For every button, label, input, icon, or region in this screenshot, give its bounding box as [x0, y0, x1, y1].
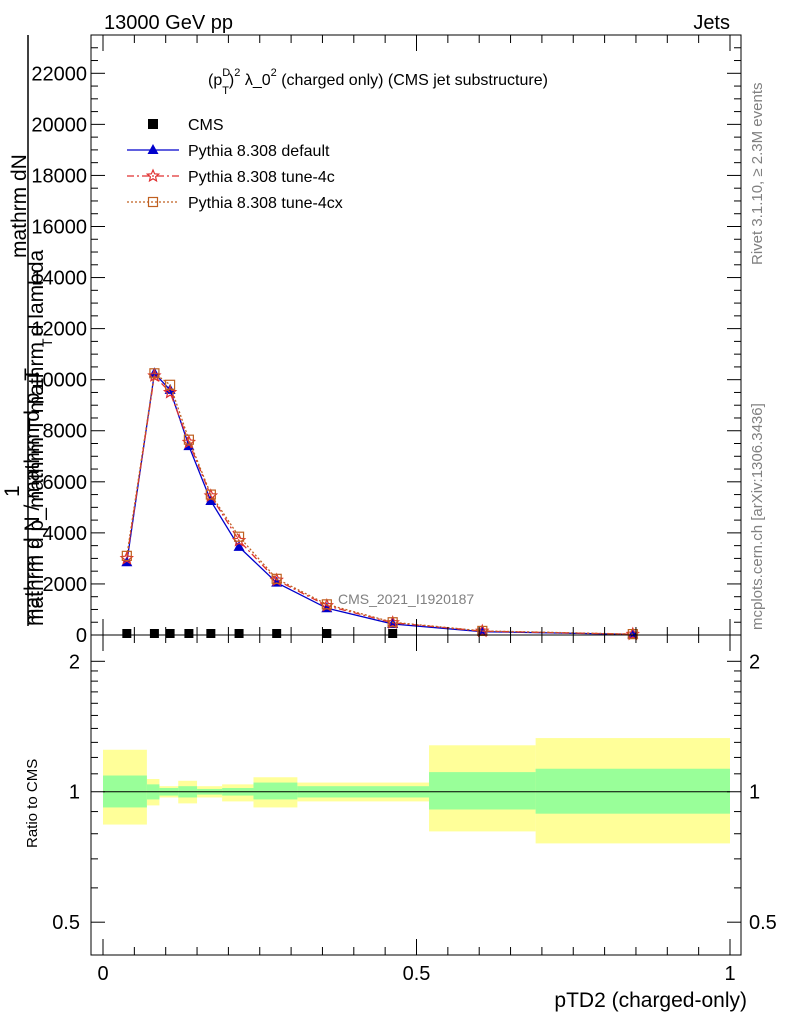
y-label-subscript: T	[39, 338, 55, 347]
pythia-default-marker	[233, 540, 245, 551]
ratio-y-label: Ratio to CMS	[24, 759, 41, 848]
pythia-tune-4cx-marker	[387, 617, 398, 628]
stat-uncertainty-band	[535, 768, 730, 814]
ratio-x-tick-label: 0.5	[403, 963, 431, 985]
legend-marker	[145, 168, 161, 183]
cms-data-point	[234, 629, 244, 638]
main-y-tick-label: 16000	[31, 216, 87, 238]
legend-entry-label: CMS	[188, 117, 224, 134]
pythia-tune-4cx-marker	[271, 573, 282, 584]
ratio-y-tick-label: 0.5	[52, 912, 80, 934]
pythia-tune-4cx-marker	[233, 531, 245, 542]
main-panel: 0 2000 4000 6000 8000 10000 12000 14000 16000 180…	[1, 34, 742, 647]
main-y-tick-label: 14000	[31, 268, 87, 290]
pythia-tune-4cx-marker	[183, 434, 194, 445]
main-y-tick-label: 0	[76, 625, 87, 647]
energy-label: 13000 GeV pp	[104, 12, 233, 34]
stat-uncertainty-band	[429, 772, 536, 810]
cms-data-point	[322, 629, 332, 638]
process-label: Jets	[693, 12, 730, 34]
ratio-panel: 0.5 0.51 12 2 0 0.5 1 Ratio to CMS pTD2 (char…	[24, 634, 777, 1012]
pythia-tune-4cx-marker	[121, 550, 132, 561]
cms-data-point	[149, 629, 159, 638]
legend-entry-label: Pythia 8.308 tune-4cx	[188, 195, 343, 212]
ratio-x-tick-label: 1	[724, 963, 735, 985]
legend-entry-label: Pythia 8.308 tune-4c	[188, 169, 335, 186]
legend: CMS Pythia 8.308 default Pythia 8.308 tune…	[127, 117, 343, 212]
legend-entry-label: Pythia 8.308 default	[188, 143, 330, 160]
ratio-y-tick-label: 1	[69, 782, 80, 804]
main-y-tick-label: 12000	[31, 319, 87, 341]
ratio-plot-area	[103, 738, 730, 844]
pythia-tune-4cx-marker	[627, 629, 638, 640]
pythia-default-marker	[148, 367, 160, 378]
stat-uncertainty-band	[253, 782, 298, 800]
main-y-tick-label: 10000	[31, 370, 87, 392]
legend-marker	[147, 144, 159, 154]
cms-data-point	[122, 629, 132, 638]
ratio-x-axis: 0 0.5 1	[97, 635, 736, 985]
rivet-version-label: Rivet 3.1.10, ≥ 2.3M events	[749, 83, 766, 266]
analysis-watermark: CMS_2021_I1920187	[338, 591, 474, 607]
legend-cms-marker	[148, 119, 158, 129]
main-title: (pD T)2 λ_02 (charged only) (CMS jet subs…	[208, 67, 548, 97]
main-y-tick-label: 2000	[43, 574, 88, 596]
ratio-y-tick-label: 2	[69, 651, 80, 673]
ratio-x-tick-label: 0	[97, 963, 108, 985]
main-y-tick-label: 4000	[43, 523, 88, 545]
legend-marker	[147, 196, 159, 208]
pythia-tune-4c-marker	[162, 384, 178, 399]
cms-data-point	[184, 629, 194, 638]
pythia-tune-4cx-line	[126, 372, 633, 635]
y-label-top: mathrm dN	[8, 154, 31, 258]
cms-data-point	[272, 629, 282, 638]
main-y-tick-label: 6000	[43, 472, 88, 494]
cms-data-point	[165, 629, 175, 638]
main-y-tick-label: 22000	[31, 63, 87, 85]
pythia-tune-4cx-marker	[205, 489, 216, 500]
ratio-y-tick-label-right: 1	[749, 782, 760, 804]
main-x-axis	[102, 35, 731, 635]
ratio-y-tick-label-right: 2	[749, 651, 760, 673]
pythia-tune-4c-line	[126, 374, 633, 635]
y-label-one: 1	[1, 485, 24, 497]
mcplots-label: mcplots.cern.ch [arXiv:1306.3436]	[749, 403, 766, 630]
pythia-tune-4cx-marker	[164, 379, 176, 390]
cms-data-point	[206, 629, 216, 638]
main-y-tick-label: 8000	[43, 421, 88, 443]
pythia-tune-4cx-marker	[149, 368, 160, 379]
ratio-y-tick-label-right: 0.5	[749, 912, 777, 934]
y-label-bottom: mathrm d N / mathrm d p_T	[21, 368, 44, 626]
main-y-axis: 0 2000 4000 6000 8000 10000 12000 14000 16000 180…	[31, 47, 741, 647]
y-label-middle: mathrm d p_mathrm T mathrm d lambda	[25, 249, 48, 626]
main-y-tick-label: 20000	[31, 114, 87, 136]
x-axis-label: pTD2 (charged-only)	[554, 989, 747, 1012]
pythia-tune-4cx-marker	[321, 599, 332, 610]
pythia-default-marker	[205, 494, 217, 505]
cms-data-point	[388, 629, 398, 638]
ratio-y-axis: 0.5 0.5 1 1 2 2	[52, 651, 777, 934]
main-y-tick-label: 18000	[31, 165, 87, 187]
